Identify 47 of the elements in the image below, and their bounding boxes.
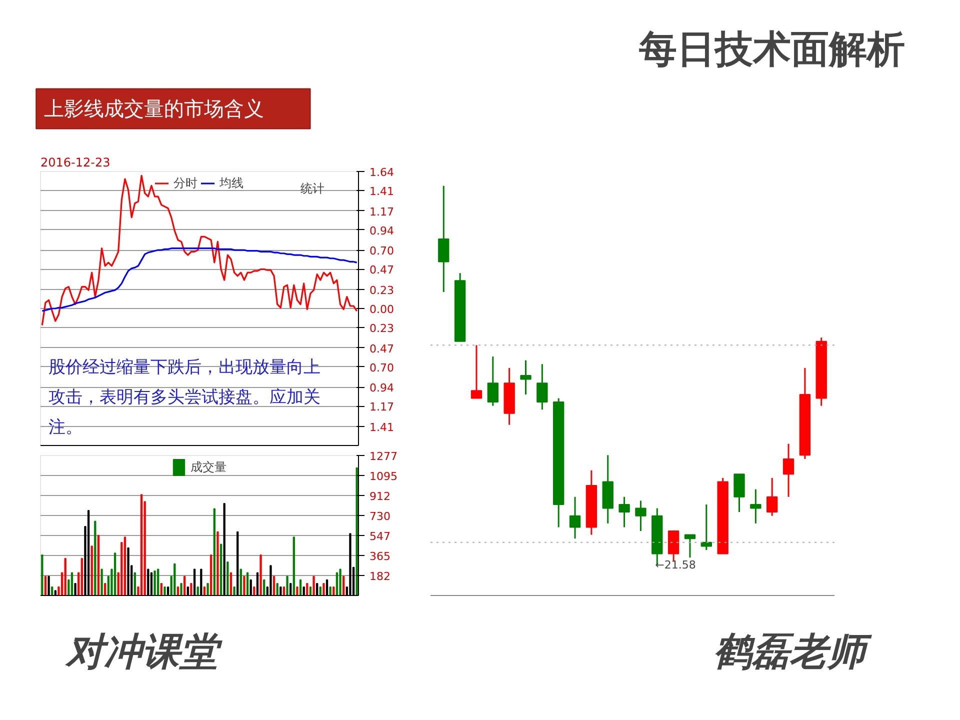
candlestick [635, 500, 646, 532]
y-tick-label: 182 [370, 570, 390, 584]
candlestick [438, 185, 450, 293]
text: 对冲课堂 [64, 628, 223, 674]
y-tick-label: 1277 [370, 450, 398, 463]
text: 鹤磊老师 [714, 628, 873, 674]
text: 每日技术面解析 [638, 26, 906, 71]
line-series [41, 174, 358, 326]
y-tick-label: 1.17 [370, 400, 394, 414]
y-tick-label: 1.41 [370, 185, 394, 198]
y-tick-label: 1.41 [370, 420, 394, 434]
y-tick-label: 0.94 [370, 382, 394, 395]
y-tick-label: 1.17 [370, 205, 394, 218]
y-tick-label: 0.23 [370, 284, 394, 297]
candlestick [684, 534, 696, 558]
candlestick [750, 488, 762, 524]
y-tick-label: 0.47 [370, 342, 394, 356]
chart-title: 2016-12-23 [40, 156, 110, 170]
candlestick [470, 344, 482, 400]
y-tick-label: 912 [370, 490, 390, 504]
line-series [41, 248, 358, 312]
candlestick [618, 496, 630, 528]
annotation: 股价经过缩量下跌后，出现放量向上攻击，表明有多头尝试接盘。应加关注。 [48, 358, 320, 438]
y-tick-label: 0.47 [370, 264, 394, 277]
y-tick-label: 547 [370, 530, 390, 544]
candlestick [782, 443, 794, 498]
candlestick [569, 496, 581, 540]
text: 上影线成交量的市场含义 [44, 96, 264, 121]
y-tick-label: 1.64 [370, 166, 394, 179]
legend-label: 分时 [174, 174, 198, 192]
y-tick-label: 0.23 [370, 322, 394, 336]
y-tick-label: 1095 [370, 470, 398, 483]
annotation: 统计 [300, 182, 324, 196]
candlestick [536, 363, 548, 410]
legend-label: 均线 [220, 174, 244, 192]
y-tick-label: 730 [370, 510, 390, 523]
candlestick [734, 473, 745, 513]
candlestick [520, 360, 532, 396]
legend-label: 成交量 [190, 458, 226, 476]
candlestick [766, 477, 778, 517]
y-tick-label: 0.70 [370, 244, 394, 258]
y-tick-label: 0.00 [370, 303, 394, 316]
y-tick-label: 0.94 [370, 224, 394, 238]
candlestick [487, 356, 498, 407]
y-tick-label: 365 [370, 550, 390, 563]
annotation: ←21.58 [655, 558, 696, 572]
y-tick-label: 0.70 [370, 361, 394, 374]
